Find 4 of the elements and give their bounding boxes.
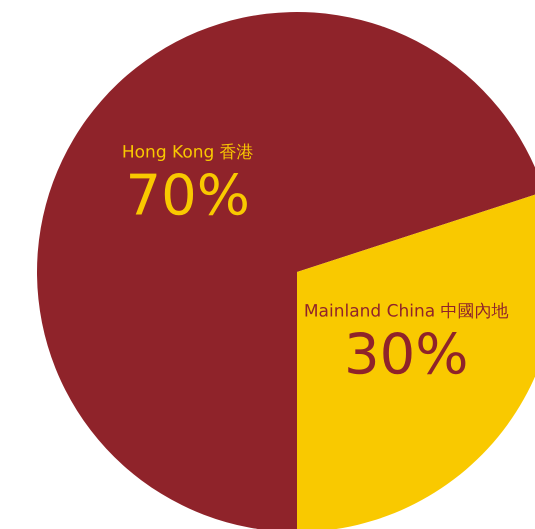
data-label: 30% — [344, 322, 468, 388]
data-label: 70% — [126, 164, 250, 229]
slice-label: Mainland China 中國內地 — [304, 301, 509, 322]
slice-label: Hong Kong 香港 — [122, 142, 254, 163]
